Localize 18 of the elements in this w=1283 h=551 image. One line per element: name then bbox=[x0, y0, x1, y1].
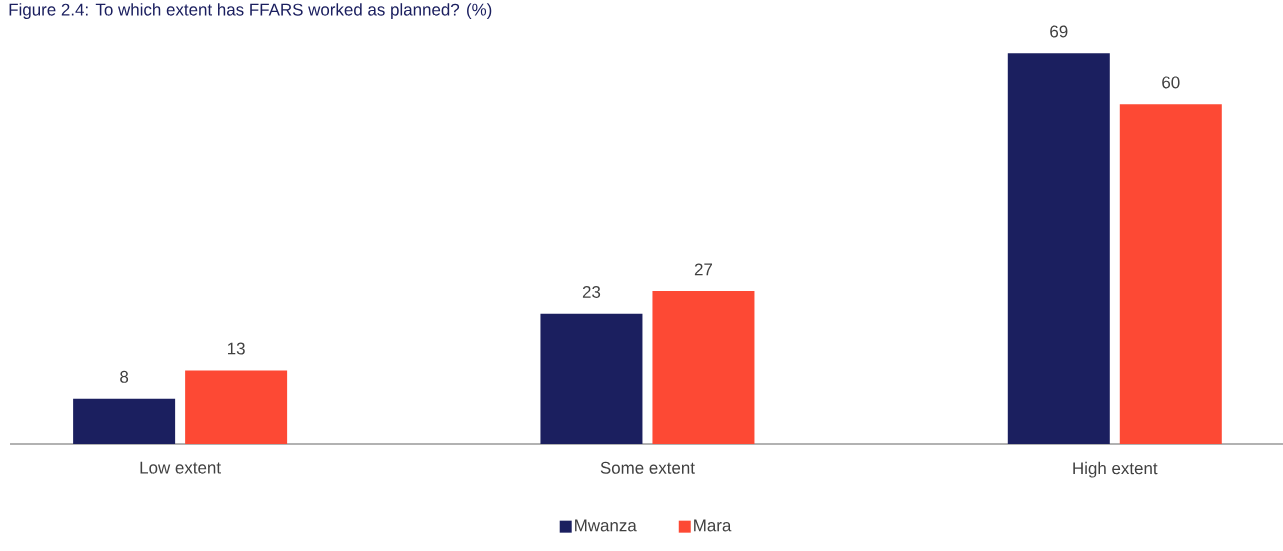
bar bbox=[1119, 104, 1222, 444]
bar bbox=[185, 370, 288, 444]
data-label: 13 bbox=[228, 342, 245, 355]
x-tick-label: Low extent bbox=[140, 461, 221, 474]
data-label: 27 bbox=[694, 263, 713, 276]
bar bbox=[73, 398, 176, 444]
legend-label: Mara bbox=[694, 519, 732, 532]
data-label: 8 bbox=[120, 370, 129, 383]
bar bbox=[652, 291, 755, 444]
x-tick-label: High extent bbox=[1073, 461, 1158, 478]
data-label: 60 bbox=[1162, 76, 1180, 89]
bar bbox=[1007, 53, 1110, 444]
legend-label: Mwanza bbox=[575, 519, 637, 532]
chart-title: Figure 2.4: To which extent has FFARS worked as planned? (%) bbox=[9, 3, 492, 19]
x-tick-label: Some extent bbox=[600, 461, 695, 474]
data-label: 69 bbox=[1050, 25, 1068, 38]
bar bbox=[540, 313, 643, 444]
data-label: 23 bbox=[582, 285, 601, 298]
